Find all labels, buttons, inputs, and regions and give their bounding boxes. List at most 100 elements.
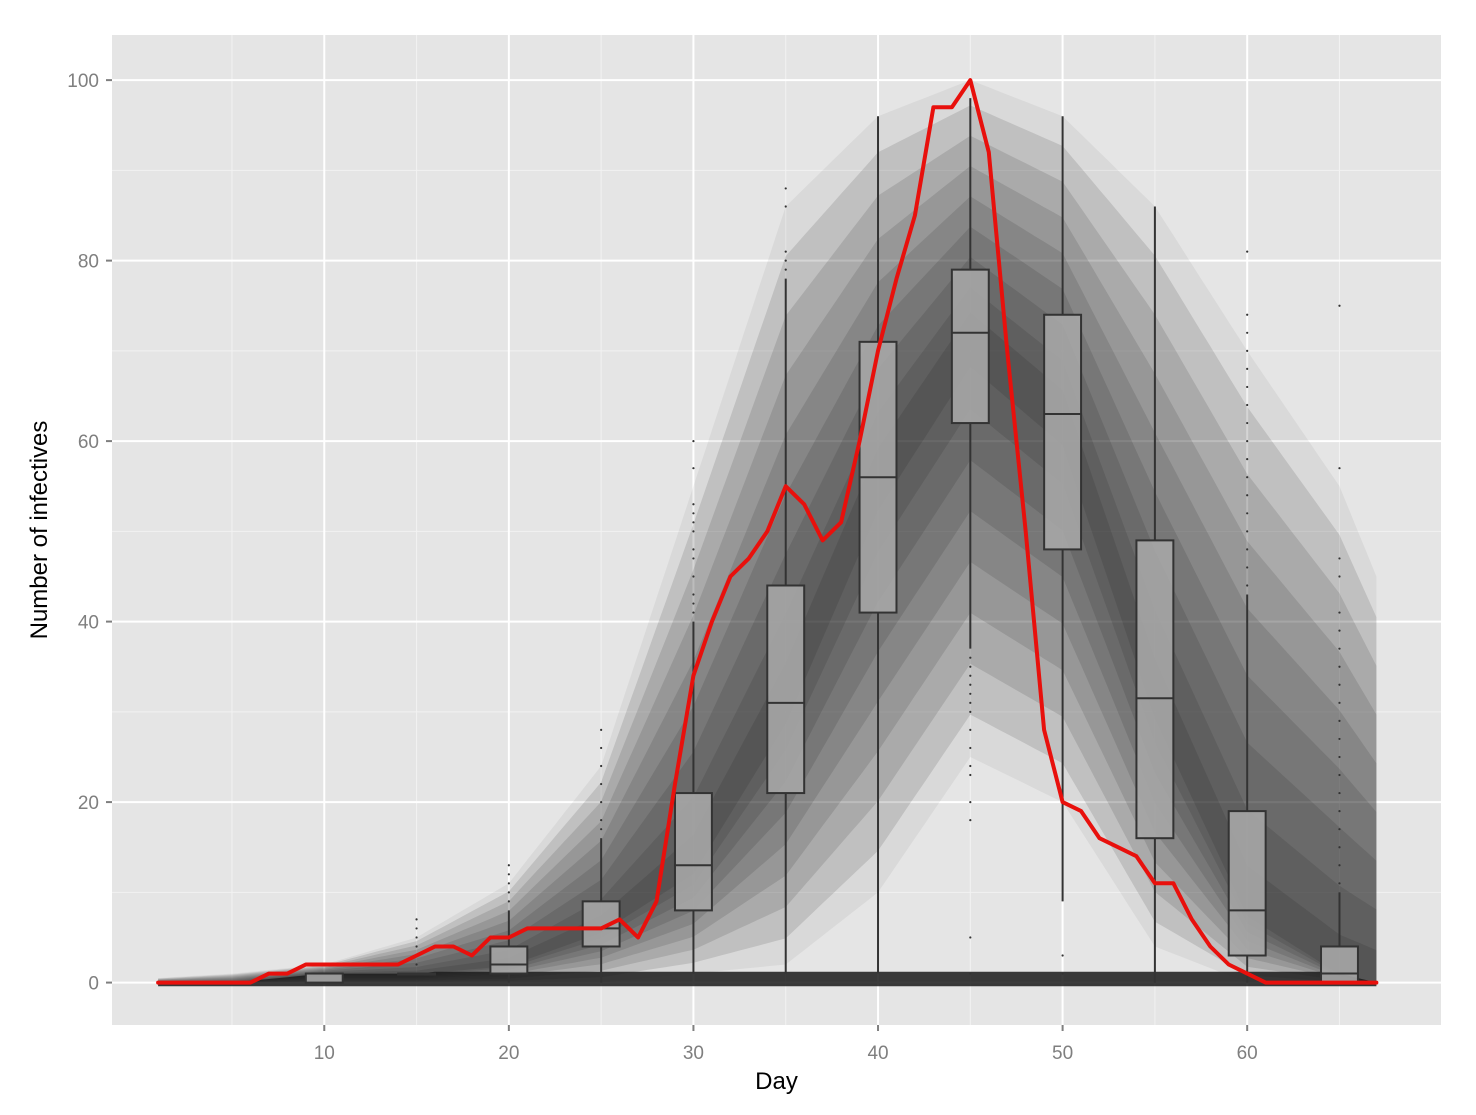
boxplot-outlier	[969, 764, 972, 768]
boxplot-outlier	[1338, 846, 1341, 849]
boxplot-outlier	[1338, 737, 1341, 741]
plot-panel	[112, 35, 1441, 1025]
boxplot-outlier	[692, 602, 695, 605]
boxplot-outlier	[1338, 828, 1341, 831]
y-tick-label: 80	[78, 252, 99, 273]
boxplot-outlier	[1246, 566, 1249, 569]
boxplot-outlier	[969, 972, 972, 975]
boxplot-outlier	[415, 927, 418, 930]
boxplot-outlier	[692, 521, 695, 524]
boxplot-outlier	[784, 205, 787, 208]
boxplot	[858, 116, 898, 974]
x-tick-label: 30	[683, 1043, 704, 1064]
y-tick-label: 60	[78, 432, 99, 453]
boxplot-outlier	[969, 800, 972, 804]
minor-gridlines	[112, 35, 1441, 1025]
boxplots	[304, 98, 1359, 984]
boxplot-outlier	[1338, 304, 1341, 307]
boxplot-outlier	[1246, 494, 1249, 497]
y-axis-title: Number of infectives	[26, 421, 53, 640]
boxplot-outlier	[600, 764, 603, 768]
boxplot-outlier	[969, 683, 972, 686]
boxplot-outlier	[784, 250, 787, 253]
ensemble-floor	[158, 971, 1377, 987]
x-tick-label: 40	[867, 1043, 888, 1064]
boxplot-outlier	[600, 819, 603, 822]
observed-series	[156, 78, 1379, 985]
boxplot-outlier	[1246, 530, 1249, 533]
boxplot-outlier	[507, 891, 510, 894]
boxplot-outlier	[1246, 403, 1249, 407]
boxplot-outlier	[1246, 421, 1249, 425]
boxplot-outlier	[600, 782, 603, 786]
y-tick-label: 100	[67, 71, 99, 92]
boxplot-outlier	[969, 701, 972, 704]
boxplot-outlier	[1246, 584, 1249, 587]
x-tick-label: 60	[1237, 1043, 1258, 1064]
boxplot-outlier	[1246, 313, 1249, 316]
boxplot-outlier	[692, 512, 695, 515]
boxplot-outlier	[1338, 629, 1341, 632]
boxplot	[1227, 250, 1267, 983]
boxplot-outlier	[1338, 791, 1341, 795]
boxplot-outlier	[1246, 367, 1249, 371]
y-tick-label: 20	[78, 793, 99, 814]
boxplot-outlier	[600, 800, 603, 804]
boxplot-box	[1227, 810, 1267, 957]
boxplot-outlier	[692, 467, 695, 470]
boxplot-outlier	[507, 882, 510, 885]
boxplot	[1043, 116, 1083, 975]
x-axis-ticks: 10 20 30 40 50 60	[314, 1025, 1258, 1064]
boxplot-outlier	[1338, 611, 1341, 614]
boxplot-outlier	[1246, 476, 1249, 479]
boxplot-box	[766, 584, 806, 795]
observed-line	[156, 78, 1379, 985]
boxplot	[304, 972, 344, 984]
boxplot-box	[304, 972, 344, 984]
boxplot-outlier	[1338, 773, 1341, 777]
x-tick-label: 10	[314, 1043, 335, 1064]
boxplot-outlier	[1338, 467, 1341, 470]
boxplot-outlier	[1246, 385, 1249, 389]
boxplot-outlier	[1061, 972, 1064, 975]
y-tick-label: 40	[78, 613, 99, 634]
boxplot-outlier	[969, 728, 972, 731]
boxplot	[489, 864, 529, 983]
boxplot-outlier	[1246, 440, 1249, 443]
boxplot-outlier	[692, 503, 695, 506]
boxplot-outlier	[1338, 882, 1341, 885]
boxplot-outlier	[969, 773, 972, 777]
boxplot-outlier	[600, 728, 603, 731]
boxplot-outlier	[415, 945, 418, 948]
boxplot-outlier	[415, 918, 418, 921]
boxplot-outlier	[507, 864, 510, 867]
boxplot	[766, 187, 806, 974]
boxplot-outlier	[1246, 349, 1249, 352]
boxplot	[1135, 206, 1175, 983]
boxplot-outlier	[415, 936, 418, 939]
boxplot-outlier	[1338, 647, 1341, 650]
boxplot-outlier	[507, 900, 510, 903]
boxplot-outlier	[1338, 557, 1341, 560]
boxplot	[673, 440, 713, 974]
boxplot-outlier	[692, 440, 695, 443]
boxplot-outlier	[969, 665, 972, 668]
boxplot-outlier	[969, 656, 972, 659]
boxplot-outlier	[969, 746, 972, 750]
boxplot-box	[1135, 539, 1175, 840]
boxplot-outlier	[692, 611, 695, 614]
boxplot-outlier	[1246, 458, 1249, 461]
boxplot	[950, 98, 990, 975]
boxplot-box	[581, 900, 621, 948]
x-tick-label: 20	[498, 1043, 519, 1064]
boxplot-outlier	[969, 819, 972, 822]
boxplot-outlier	[692, 557, 695, 560]
boxplot-outlier	[969, 936, 972, 939]
boxplot-outlier	[1338, 755, 1341, 759]
boxplot	[1320, 304, 1359, 984]
boxplot-outlier	[692, 575, 695, 578]
y-tick-label: 0	[88, 974, 99, 995]
boxplot-outlier	[784, 268, 787, 271]
boxplot	[397, 918, 437, 976]
